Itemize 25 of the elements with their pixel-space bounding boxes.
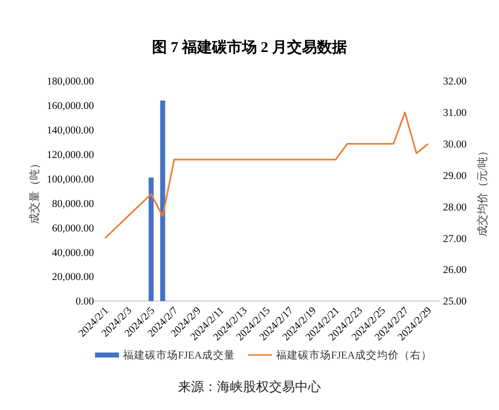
y-tick-label: 120,000.00 — [46, 150, 94, 162]
y-tick-label: 160,000.00 — [46, 101, 94, 112]
y2-tick-label: 30.00 — [443, 140, 467, 151]
chart-title: 图 7 福建碳市场 2 月交易数据 — [152, 38, 347, 56]
y-tick-label: 60,000.00 — [52, 223, 94, 234]
y2-tick-label: 29.00 — [443, 170, 467, 182]
y2-tick-label: 31.00 — [443, 108, 467, 120]
y-tick-label: 80,000.00 — [52, 198, 94, 210]
y-tick-label: 0.00 — [76, 296, 94, 308]
source-note: 来源：海峡股权交易中心 — [178, 379, 321, 394]
y-tick-label: 180,000.00 — [46, 76, 94, 88]
y2-tick-label: 26.00 — [443, 265, 467, 276]
y-axis-title: 成交量（吨） — [28, 158, 41, 224]
line-series — [104, 112, 429, 239]
y-tick-label: 100,000.00 — [46, 174, 94, 186]
y-tick-label: 20,000.00 — [52, 272, 94, 284]
y2-tick-label: 25.00 — [443, 296, 467, 308]
y-tick-label: 40,000.00 — [52, 248, 94, 259]
y2-tick-label: 28.00 — [443, 202, 467, 214]
y2-tick-label: 32.00 — [443, 76, 467, 88]
legend-label: 福建碳市场FJEA成交均价（右） — [276, 348, 432, 362]
y2-axis-title: 成交均价（元/吨） — [476, 145, 489, 237]
y-tick-label: 140,000.00 — [46, 126, 94, 137]
legend-label: 福建碳市场FJEA成交量 — [123, 348, 235, 362]
y2-tick-label: 27.00 — [443, 234, 467, 245]
